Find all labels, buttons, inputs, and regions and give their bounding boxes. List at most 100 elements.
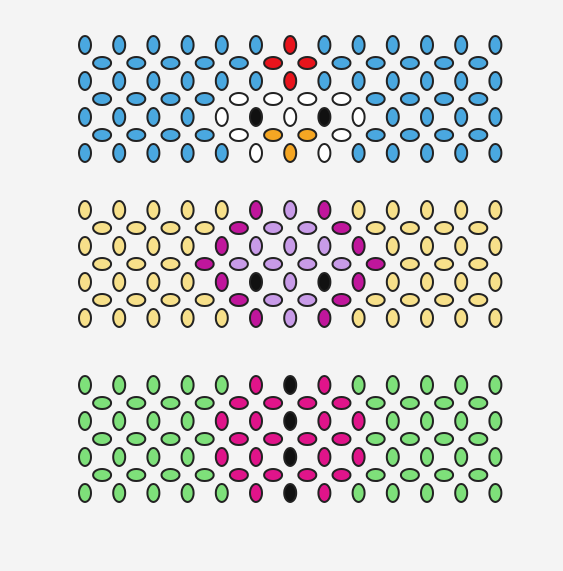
bead bbox=[249, 35, 263, 55]
bead bbox=[214, 236, 229, 256]
bead bbox=[214, 483, 229, 503]
bead bbox=[488, 411, 503, 431]
bead bbox=[420, 107, 434, 127]
bead bbox=[351, 411, 366, 431]
bead bbox=[180, 107, 195, 127]
bead bbox=[399, 257, 420, 271]
bead bbox=[283, 375, 298, 395]
bead bbox=[331, 92, 352, 106]
bead bbox=[297, 92, 318, 106]
bead bbox=[126, 396, 147, 410]
bead bbox=[180, 483, 195, 503]
bead bbox=[146, 35, 161, 55]
bead bbox=[194, 468, 215, 482]
bead bbox=[488, 375, 503, 395]
bead bbox=[420, 411, 434, 431]
bead bbox=[92, 128, 113, 142]
bead bbox=[454, 236, 469, 256]
bead bbox=[420, 375, 434, 395]
bead bbox=[112, 272, 127, 292]
bead bbox=[351, 107, 366, 127]
bead bbox=[263, 92, 284, 106]
bead bbox=[228, 56, 249, 70]
bead bbox=[331, 468, 352, 482]
bead bbox=[468, 257, 489, 271]
bead bbox=[78, 447, 92, 467]
bead bbox=[454, 375, 469, 395]
bead bbox=[263, 221, 284, 235]
bead bbox=[365, 128, 386, 142]
bead bbox=[434, 293, 455, 307]
bead bbox=[468, 128, 489, 142]
bead bbox=[112, 71, 127, 91]
bead bbox=[249, 308, 263, 328]
bead bbox=[420, 71, 434, 91]
bead bbox=[454, 272, 469, 292]
bead bbox=[434, 468, 455, 482]
bead bbox=[297, 396, 318, 410]
bead bbox=[331, 396, 352, 410]
bead bbox=[228, 128, 249, 142]
bead bbox=[78, 375, 92, 395]
bead bbox=[146, 272, 161, 292]
bead bbox=[283, 411, 298, 431]
bead bbox=[399, 221, 420, 235]
bead bbox=[283, 272, 298, 292]
bead bbox=[78, 107, 92, 127]
bead bbox=[488, 272, 503, 292]
bead bbox=[385, 236, 400, 256]
bead bbox=[434, 257, 455, 271]
bead bbox=[488, 447, 503, 467]
bead bbox=[146, 71, 161, 91]
bead bbox=[146, 375, 161, 395]
bead bbox=[228, 257, 249, 271]
bead bbox=[214, 107, 229, 127]
bead bbox=[385, 272, 400, 292]
bead bbox=[420, 200, 434, 220]
bead bbox=[180, 35, 195, 55]
bead bbox=[112, 35, 127, 55]
bead bbox=[78, 483, 92, 503]
bead bbox=[365, 257, 386, 271]
bead bbox=[365, 56, 386, 70]
bead bbox=[488, 236, 503, 256]
bead bbox=[263, 56, 284, 70]
bead bbox=[146, 143, 161, 163]
bead bbox=[180, 236, 195, 256]
bead bbox=[214, 200, 229, 220]
bead bbox=[488, 308, 503, 328]
bead bbox=[180, 71, 195, 91]
bead bbox=[468, 468, 489, 482]
bead bbox=[228, 432, 249, 446]
bead bbox=[249, 272, 263, 292]
bead bbox=[249, 483, 263, 503]
bead bbox=[434, 128, 455, 142]
bead bbox=[351, 483, 366, 503]
bead bbox=[194, 432, 215, 446]
bead bbox=[126, 257, 147, 271]
bead bbox=[454, 71, 469, 91]
bead bbox=[126, 56, 147, 70]
bead bbox=[385, 447, 400, 467]
bead bbox=[365, 221, 386, 235]
bead bbox=[228, 396, 249, 410]
bead bbox=[263, 293, 284, 307]
bead bbox=[420, 35, 434, 55]
bead bbox=[454, 411, 469, 431]
bead bbox=[126, 468, 147, 482]
bead bbox=[160, 128, 181, 142]
bead bbox=[92, 257, 113, 271]
bead bbox=[146, 200, 161, 220]
bead bbox=[180, 272, 195, 292]
bead bbox=[283, 308, 298, 328]
bead bbox=[92, 293, 113, 307]
bead bbox=[92, 92, 113, 106]
bead bbox=[351, 200, 366, 220]
bead bbox=[249, 200, 263, 220]
bead bbox=[180, 200, 195, 220]
bead bbox=[434, 92, 455, 106]
bead bbox=[468, 396, 489, 410]
bead bbox=[249, 71, 263, 91]
bead bbox=[365, 92, 386, 106]
bead bbox=[434, 396, 455, 410]
